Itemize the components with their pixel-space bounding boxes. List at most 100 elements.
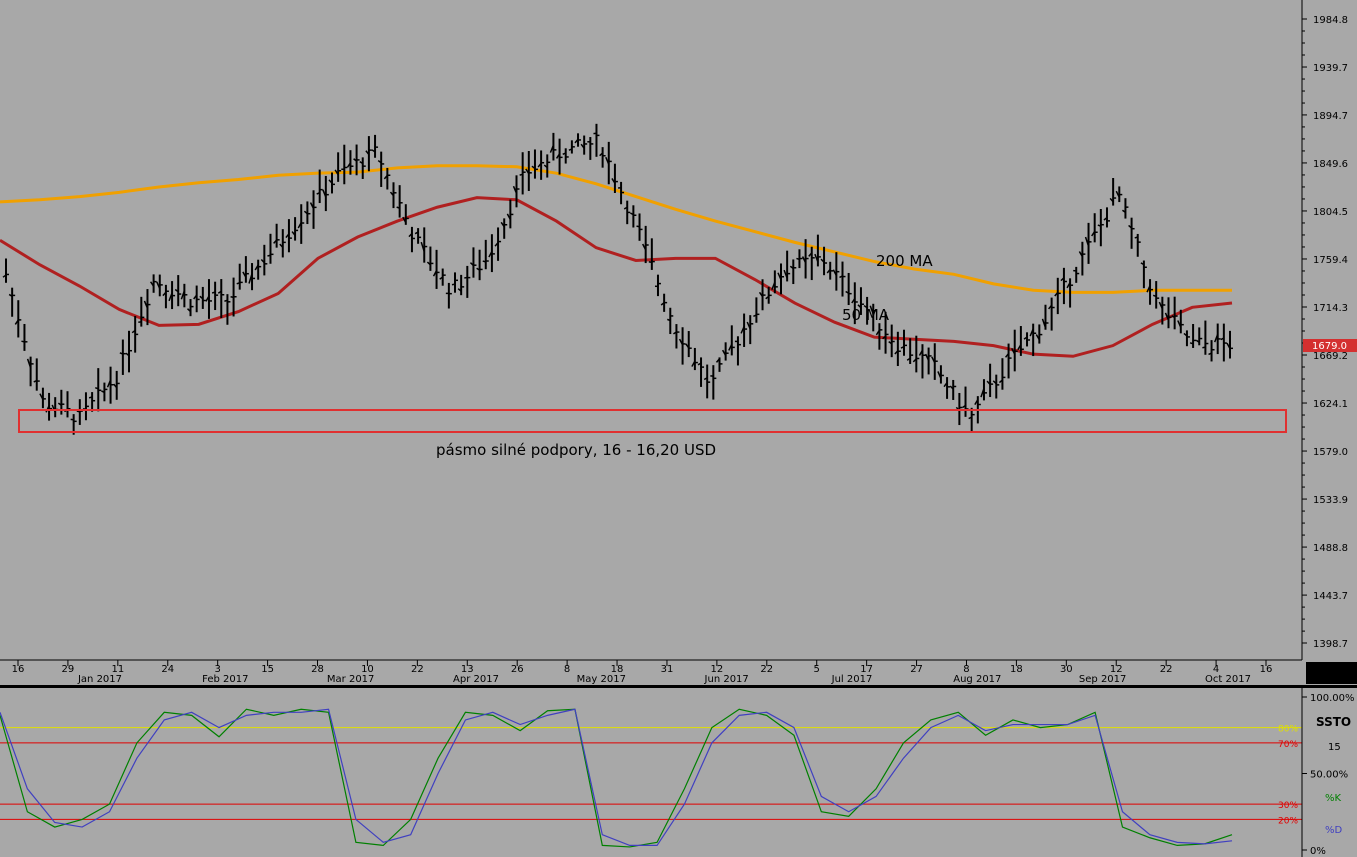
ohlc-bar bbox=[678, 327, 686, 365]
ohlc-bar bbox=[1128, 217, 1135, 249]
ohlc-bar bbox=[1189, 323, 1197, 348]
ohlc-bar bbox=[1073, 266, 1080, 283]
ohlc-bar bbox=[101, 382, 108, 402]
day-label: 18 bbox=[611, 664, 624, 675]
ohlc-bar bbox=[260, 244, 268, 276]
ohlc-bar bbox=[1122, 198, 1129, 219]
ohlc-bar bbox=[549, 132, 557, 161]
price-tick-label: 1894.7 bbox=[1313, 111, 1348, 122]
ohlc-bar bbox=[512, 175, 520, 208]
day-label: 16 bbox=[1260, 664, 1273, 675]
ohlc-bar bbox=[906, 338, 914, 364]
month-label: Feb 2017 bbox=[202, 674, 248, 685]
ohlc-bar bbox=[506, 199, 514, 229]
ohlc-bar bbox=[205, 279, 212, 319]
ohlc-bar bbox=[1109, 178, 1117, 206]
ohlc-bar bbox=[1023, 332, 1031, 347]
ohlc-bar bbox=[918, 344, 926, 379]
ohlc-bar bbox=[464, 265, 471, 298]
ohlc-bar bbox=[408, 226, 415, 253]
ohlc-bar bbox=[574, 133, 582, 147]
osc-d-line bbox=[0, 708, 1233, 847]
day-label: 13 bbox=[461, 664, 474, 675]
ohlc-bar bbox=[168, 281, 176, 310]
ohlc-bar bbox=[894, 331, 901, 367]
ohlc-bar bbox=[8, 287, 16, 317]
ohlc-bar bbox=[334, 152, 342, 182]
ohlc-bar bbox=[796, 249, 803, 269]
price-tick-label: 1488.8 bbox=[1313, 543, 1348, 554]
date-axis: 16 29 11 24 3 15 28 10 22 13 26 8 18 31 12 22 5 17 27 8 18 30… bbox=[12, 660, 1273, 685]
ohlc-bar bbox=[353, 144, 360, 176]
day-label: 12 bbox=[1110, 664, 1123, 675]
ohlc-bar bbox=[359, 157, 366, 179]
osc-tick-label: 0% bbox=[1310, 846, 1326, 857]
ohlc-bar bbox=[654, 274, 661, 297]
ohlc-bar bbox=[396, 185, 403, 218]
ohlc-bar bbox=[1213, 323, 1221, 355]
price-panel bbox=[0, 0, 1302, 660]
ohlc-bar bbox=[949, 379, 957, 400]
ohlc-bar bbox=[309, 190, 317, 229]
ohlc-bar bbox=[543, 154, 551, 178]
osc-level-label: 80% bbox=[1278, 725, 1298, 735]
day-label: 15 bbox=[261, 664, 274, 675]
day-label: 22 bbox=[411, 664, 424, 675]
moving-averages bbox=[0, 164, 1233, 358]
day-label: 5 bbox=[814, 664, 820, 675]
ohlc-bar bbox=[365, 136, 372, 172]
month-label: Apr 2017 bbox=[453, 674, 499, 685]
ohlc-bar bbox=[537, 150, 545, 180]
ohlc-bar bbox=[377, 151, 385, 187]
ohlc-bar bbox=[1035, 324, 1043, 344]
ohlc-bar bbox=[1048, 297, 1055, 331]
ohlc-bar bbox=[1017, 326, 1024, 356]
ohlc-bar bbox=[789, 259, 797, 285]
ohlc-bar bbox=[1011, 329, 1018, 372]
day-label: 12 bbox=[711, 664, 724, 675]
ohlc-bar bbox=[211, 281, 219, 311]
50-ma-line bbox=[0, 196, 1233, 358]
ohlc-bar bbox=[937, 365, 944, 384]
ohlc-bar bbox=[162, 284, 169, 309]
ohlc-bar bbox=[26, 356, 34, 387]
ohlc-bar bbox=[230, 277, 237, 317]
osc-k-line bbox=[0, 708, 1233, 848]
ohlc-bar bbox=[420, 227, 428, 263]
ohlc-bar bbox=[14, 300, 22, 338]
ohlc-bar bbox=[186, 299, 194, 317]
ohlc-bar bbox=[88, 392, 96, 412]
price-tick-label: 1849.6 bbox=[1313, 159, 1348, 170]
ohlc-bar bbox=[76, 399, 83, 425]
ohlc-bar bbox=[33, 358, 40, 391]
ohlc-bar bbox=[992, 374, 1000, 399]
tnt-logo bbox=[1306, 662, 1357, 684]
ohlc-bar bbox=[1226, 330, 1233, 359]
ohlc-bar bbox=[531, 149, 538, 179]
ohlc-bar bbox=[488, 234, 495, 273]
ohlc-bar bbox=[291, 217, 299, 241]
day-label: 30 bbox=[1060, 664, 1073, 675]
ohlc-bar bbox=[193, 285, 200, 313]
ohlc-bar bbox=[451, 272, 459, 293]
ohlc-bar bbox=[180, 283, 188, 308]
ohlc-bar bbox=[808, 246, 815, 281]
last-price-label: 1679.0 bbox=[1312, 341, 1347, 352]
ohlc-bar bbox=[389, 182, 397, 209]
ohlc-bar bbox=[21, 323, 28, 351]
ohlc-bar bbox=[1091, 213, 1098, 243]
ohlc-bar bbox=[826, 261, 834, 280]
ma200-label: 200 MA bbox=[876, 252, 933, 270]
ohlc-bar bbox=[685, 331, 692, 358]
ohlc-bar bbox=[1164, 297, 1172, 329]
ohlc-bar bbox=[248, 263, 256, 291]
ohlc-bar bbox=[1004, 343, 1012, 379]
ohlc-bar bbox=[297, 204, 305, 244]
ohlc-bar bbox=[851, 282, 858, 325]
price-tick-label: 1624.1 bbox=[1313, 399, 1348, 410]
ohlc-bar bbox=[924, 347, 932, 375]
oscillator-lines bbox=[0, 708, 1233, 848]
ohlc-bar bbox=[1183, 330, 1190, 347]
oscillator-axis: 100.00% 50.00% 0% bbox=[1302, 693, 1355, 857]
ohlc-bar bbox=[710, 365, 717, 400]
